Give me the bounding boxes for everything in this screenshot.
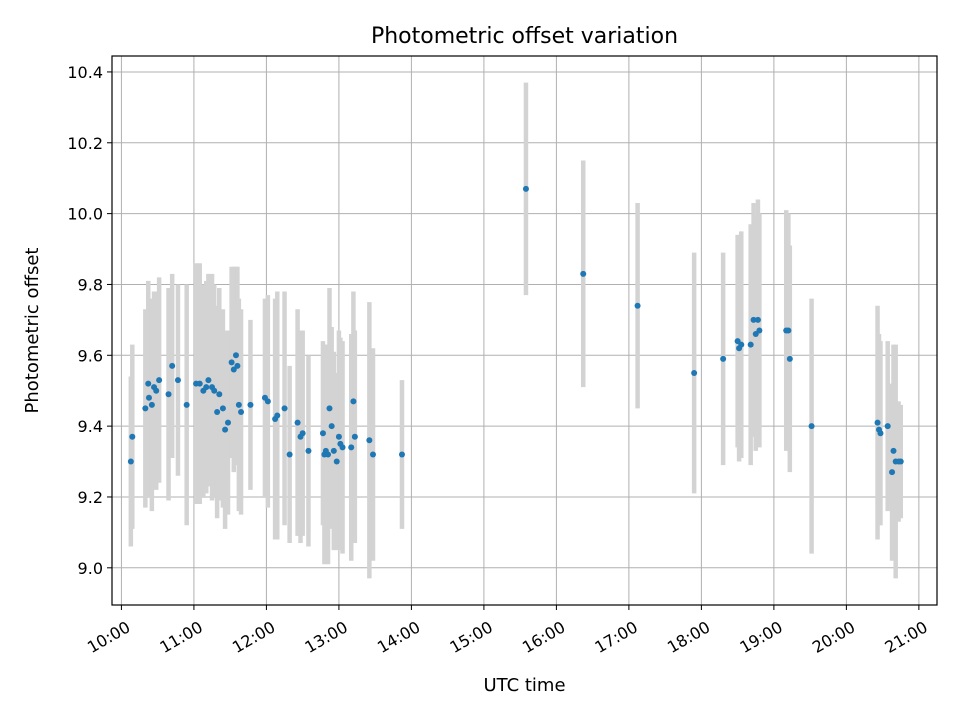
data-point: [216, 391, 223, 398]
data-point: [328, 423, 335, 430]
data-point: [522, 185, 529, 192]
data-point: [211, 387, 218, 394]
data-point: [348, 444, 355, 451]
x-tick-label: 14:00: [374, 617, 423, 657]
data-point: [897, 458, 904, 465]
data-point: [366, 437, 373, 444]
data-point: [890, 447, 897, 454]
y-tick-label: 9.2: [78, 488, 103, 507]
data-point: [580, 270, 587, 277]
x-tick-label: 17:00: [591, 617, 640, 657]
data-point: [214, 408, 221, 415]
y-tick-label: 9.4: [78, 417, 103, 436]
x-axis-label: UTC time: [483, 675, 565, 696]
data-point: [219, 405, 226, 412]
data-point: [634, 302, 641, 309]
x-tick-label: 15:00: [446, 617, 495, 657]
data-point: [750, 316, 757, 323]
data-point: [398, 451, 405, 458]
data-point: [234, 362, 241, 369]
x-tick-label: 20:00: [809, 617, 858, 657]
data-point: [165, 391, 172, 398]
data-point: [333, 458, 340, 465]
data-point: [222, 426, 229, 433]
data-point: [326, 405, 333, 412]
data-point: [319, 430, 326, 437]
data-point: [305, 447, 312, 454]
x-tick-label: 19:00: [736, 617, 785, 657]
data-point: [196, 380, 203, 387]
data-point: [286, 451, 293, 458]
data-point: [738, 341, 745, 348]
data-point: [142, 405, 149, 412]
y-tick-label: 10.2: [67, 134, 103, 153]
data-point: [127, 458, 134, 465]
data-point: [874, 419, 881, 426]
y-tick-label: 10.4: [67, 63, 103, 82]
data-point: [785, 327, 792, 334]
data-point: [247, 401, 254, 408]
data-point: [720, 355, 727, 362]
x-tick-label: 10:00: [84, 617, 133, 657]
x-axis-ticks: 10:00 11:00 12:00 13:00 14:00 15:00 16:00 17:00…: [84, 605, 931, 657]
data-point: [889, 469, 896, 476]
data-point: [156, 377, 163, 384]
data-point: [330, 447, 337, 454]
y-tick-label: 10.0: [67, 205, 103, 224]
data-point: [148, 401, 155, 408]
data-point: [224, 419, 231, 426]
data-point: [325, 451, 332, 458]
data-point: [238, 408, 245, 415]
data-point: [281, 405, 288, 412]
axes-frame: [111, 55, 938, 606]
x-tick-label: 16:00: [519, 617, 568, 657]
data-point: [884, 423, 891, 430]
y-tick-label: 9.6: [78, 346, 103, 365]
data-point: [808, 423, 815, 430]
data-point: [350, 398, 357, 405]
data-point: [183, 401, 190, 408]
data-point: [264, 398, 271, 405]
y-tick-label: 9.8: [78, 275, 103, 294]
data-point: [877, 430, 884, 437]
x-tick-label: 11:00: [156, 617, 205, 657]
y-tick-label: 9.0: [78, 559, 103, 578]
data-point: [203, 384, 210, 391]
data-point: [335, 433, 342, 440]
data-point: [691, 370, 698, 377]
x-tick-label: 13:00: [301, 617, 350, 657]
data-points: [127, 185, 904, 476]
data-point: [274, 412, 281, 419]
data-point: [232, 352, 239, 359]
data-point: [339, 444, 346, 451]
data-point: [153, 387, 160, 394]
data-point: [786, 355, 793, 362]
data-point: [294, 419, 301, 426]
data-point: [299, 430, 306, 437]
data-point: [754, 316, 761, 323]
data-point: [145, 380, 152, 387]
x-tick-label: 12:00: [229, 617, 278, 657]
data-point: [205, 377, 212, 384]
data-point: [228, 359, 235, 366]
data-point: [235, 401, 242, 408]
data-point: [129, 433, 136, 440]
chart-title: Photometric offset variation: [371, 24, 678, 49]
x-tick-label: 18:00: [664, 617, 713, 657]
data-point: [747, 341, 754, 348]
data-point: [351, 433, 358, 440]
data-point: [369, 451, 376, 458]
y-axis-ticks: 9.0 9.2 9.4 9.6 9.8 10.0 10.2 10.4: [67, 63, 112, 578]
x-tick-label: 21:00: [881, 617, 930, 657]
data-point: [756, 327, 763, 334]
data-point: [169, 362, 176, 369]
y-axis-label: Photometric offset: [22, 248, 43, 414]
data-point: [174, 377, 181, 384]
data-point: [145, 394, 152, 401]
